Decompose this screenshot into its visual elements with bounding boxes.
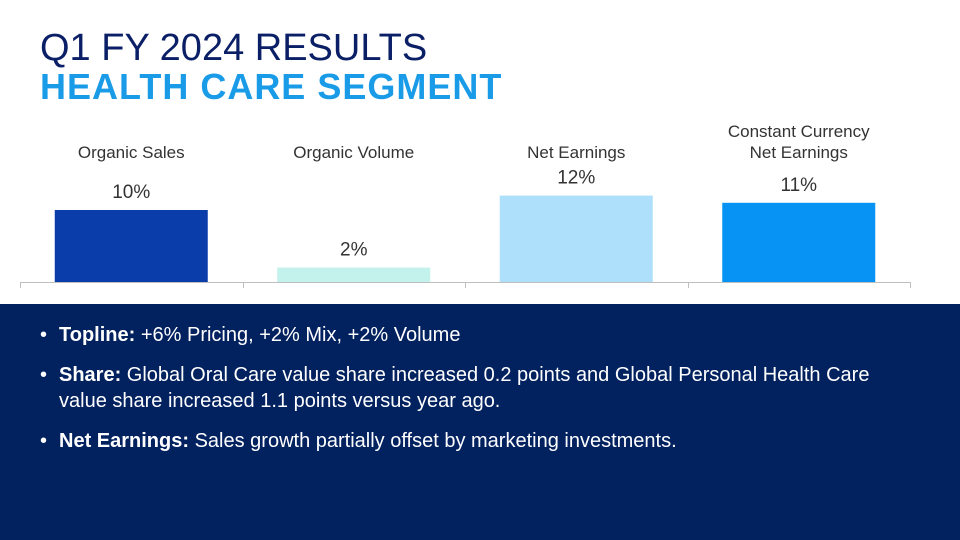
value-label: 10%: [112, 182, 150, 203]
category-label-line: Constant Currency: [728, 122, 870, 141]
value-label: 12%: [557, 168, 595, 189]
value-label: 11%: [780, 175, 817, 196]
bullet-text: +6% Pricing, +2% Mix, +2% Volume: [135, 324, 461, 346]
category-label-line: Net Earnings: [750, 143, 848, 162]
bullet-text: Sales growth partially offset by marketi…: [189, 430, 677, 452]
highlights-panel: • Topline: +6% Pricing, +2% Mix, +2% Vol…: [0, 304, 960, 540]
bullet-share: • Share: Global Oral Care value share in…: [40, 362, 920, 414]
category-label-line: Net Earnings: [527, 143, 625, 162]
bar-3: [499, 195, 653, 282]
category-label: Net Earnings: [527, 143, 625, 162]
bullet-text: Global Oral Care value share increased 0…: [59, 364, 870, 412]
bullet-dot: •: [40, 324, 48, 346]
bar-1: [54, 210, 208, 282]
bullet-topline: • Topline: +6% Pricing, +2% Mix, +2% Vol…: [40, 322, 920, 348]
bar-4: [722, 202, 876, 282]
bullet-dot: •: [40, 364, 48, 386]
slide-title: Q1 FY 2024 RESULTS: [40, 27, 428, 69]
category-label-line: Organic Sales: [78, 143, 185, 162]
category-label: Constant Currency Net Earnings: [728, 122, 870, 162]
bullet-dot: •: [40, 430, 48, 452]
bullet-net-earnings: • Net Earnings: Sales growth partially o…: [40, 428, 920, 454]
results-bar-chart: 10% Organic Sales 2% Organic Volume 12% Net E…: [20, 122, 911, 288]
category-label-line: Organic Volume: [293, 143, 414, 162]
bullet-label: Net Earnings:: [59, 430, 190, 452]
value-label: 2%: [340, 240, 368, 261]
highlights-list: • Topline: +6% Pricing, +2% Mix, +2% Vol…: [40, 322, 920, 468]
category-label: Organic Sales: [78, 143, 185, 162]
bullet-label: Share:: [59, 364, 122, 386]
category-label: Organic Volume: [293, 143, 414, 162]
bar-2: [277, 267, 431, 282]
bullet-label: Topline:: [59, 324, 136, 346]
slide-subtitle: HEALTH CARE SEGMENT: [40, 66, 503, 107]
